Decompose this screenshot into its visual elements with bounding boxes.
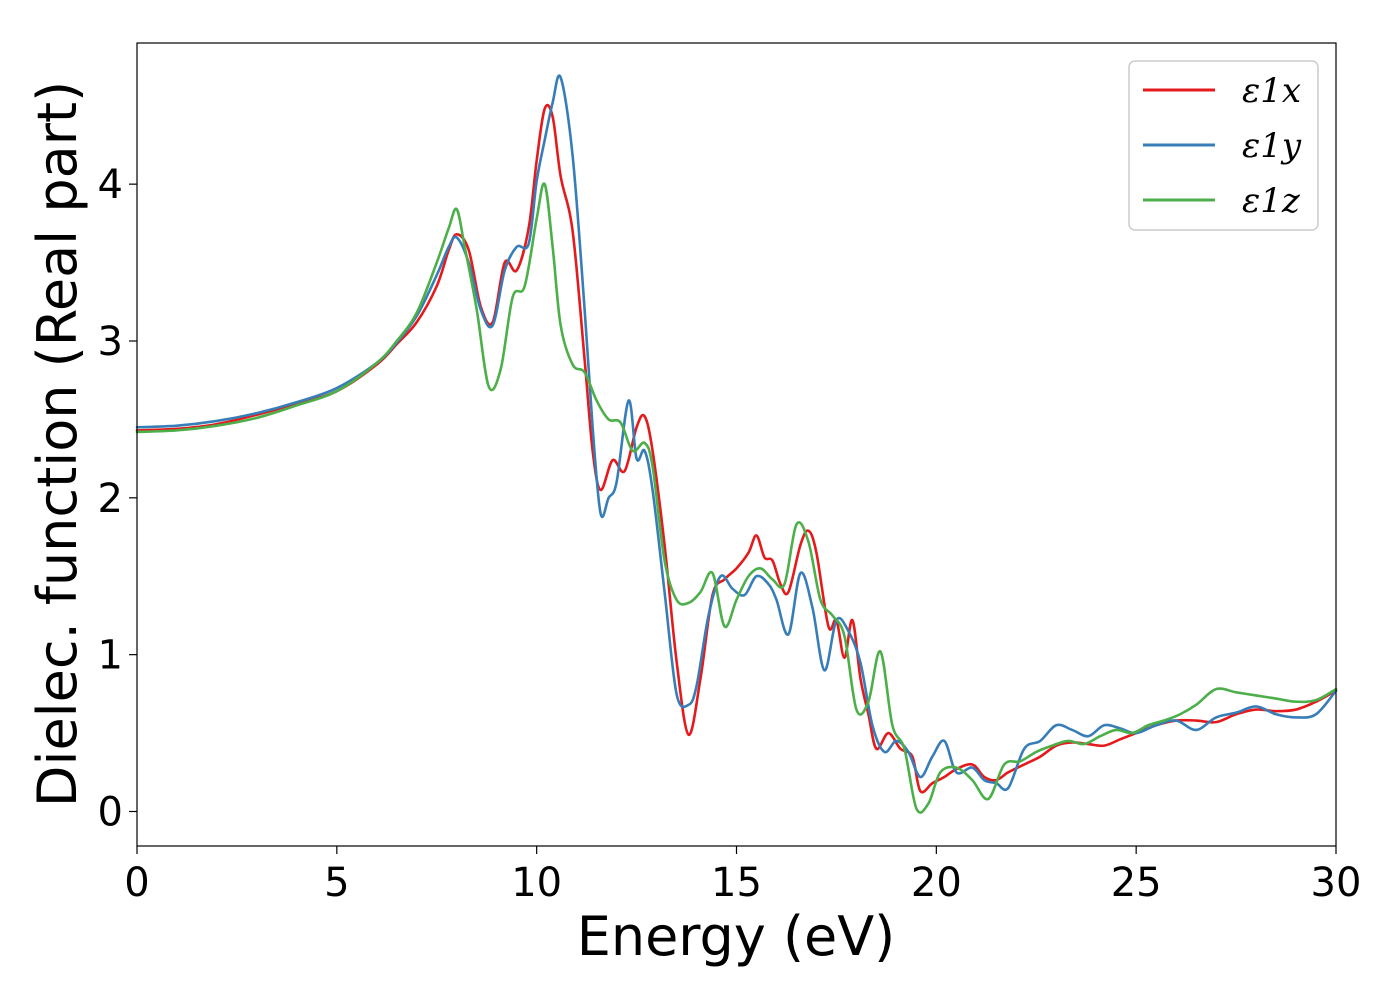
legend: ε1x ε1y ε1z xyxy=(1128,60,1319,231)
legend-label-1: ε1x xyxy=(1242,71,1301,111)
legend-box xyxy=(1128,60,1319,231)
x-tick-label: 30 xyxy=(1311,860,1362,906)
y-tick-label: 2 xyxy=(98,476,123,522)
x-axis-title: Energy (eV) xyxy=(577,905,896,968)
x-tick-label: 5 xyxy=(324,860,349,906)
y-tick-label: 0 xyxy=(98,789,123,835)
legend-label-3: ε1z xyxy=(1242,181,1301,221)
y-tick-label: 1 xyxy=(98,633,123,679)
y-axis-ticks: 0 1 2 3 4 xyxy=(98,162,137,835)
x-tick-label: 25 xyxy=(1111,860,1162,906)
legend-label-2: ε1y xyxy=(1242,126,1302,166)
series-line-3 xyxy=(135,182,1338,814)
x-tick-label: 0 xyxy=(124,860,149,906)
x-tick-label: 15 xyxy=(711,860,762,906)
x-tick-label: 20 xyxy=(911,860,962,906)
x-tick-label: 10 xyxy=(511,860,562,906)
y-tick-label: 3 xyxy=(98,319,123,365)
y-axis-title: Dielec. function (Real part) xyxy=(26,81,89,807)
y-tick-label: 4 xyxy=(98,162,123,208)
x-axis-ticks: 0 5 10 15 20 25 30 xyxy=(124,846,1361,906)
plot-lines xyxy=(135,74,1338,814)
